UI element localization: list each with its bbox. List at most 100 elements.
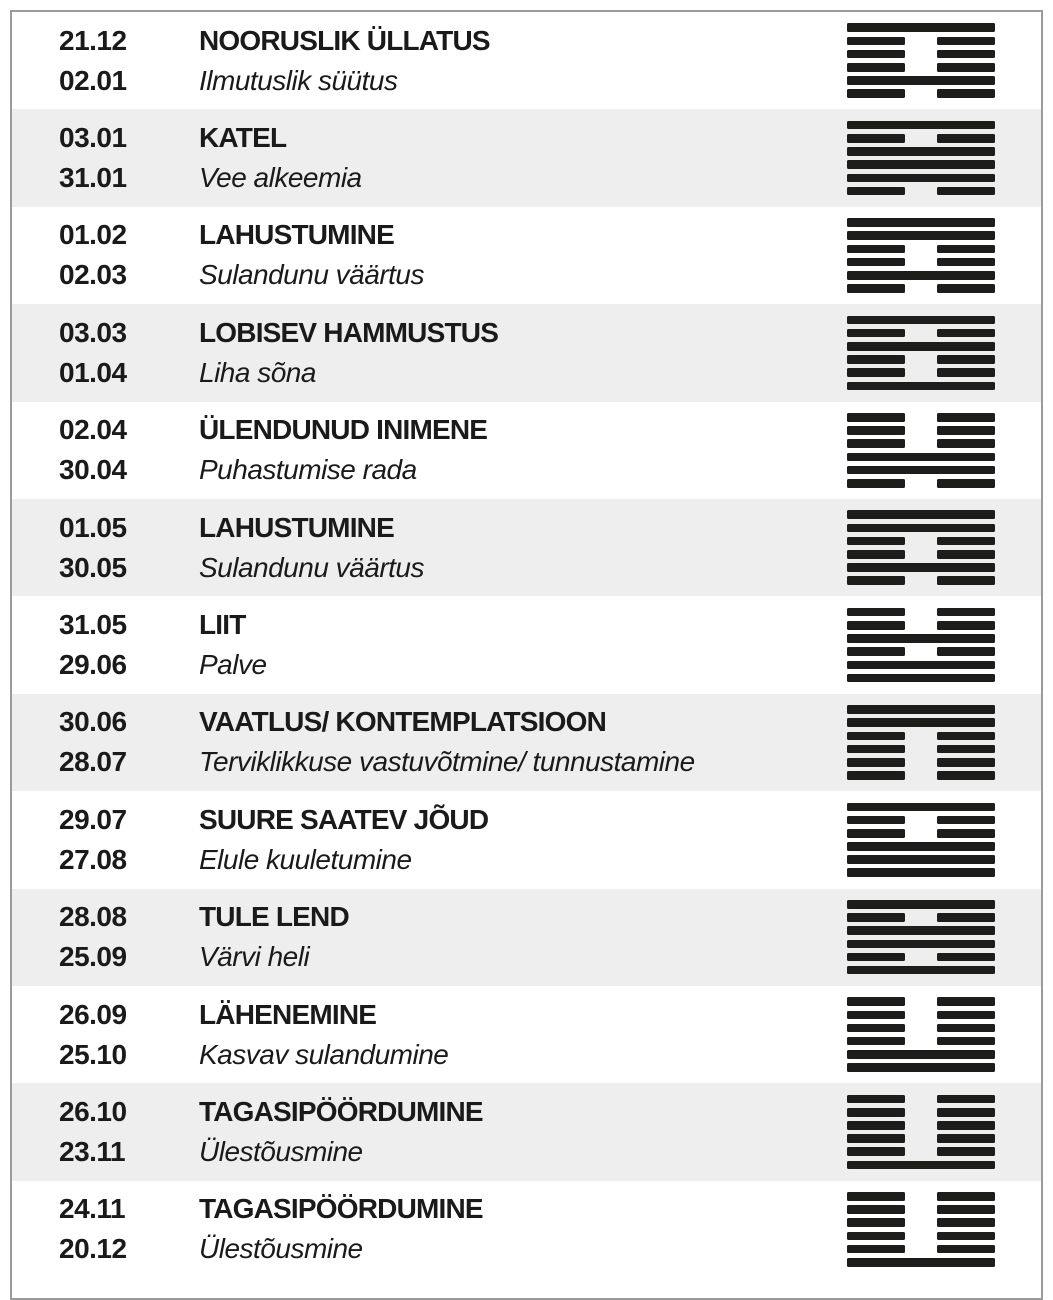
- hexagram-line-broken: [847, 244, 995, 254]
- hexagram-line-segment: [937, 412, 995, 422]
- hexagram-line-segment: [847, 478, 905, 488]
- gate-text: VAATLUS/ KONTEMPLATSIOON Terviklikkuse v…: [199, 702, 847, 782]
- date-start: 01.05: [59, 511, 127, 543]
- gate-title: LÄHENEMINE: [199, 998, 377, 1030]
- date-range: 24.11 20.12: [59, 1189, 199, 1269]
- hexagram-line-segment: [937, 952, 995, 962]
- date-end: 30.05: [59, 551, 127, 583]
- date-end: 25.09: [59, 941, 127, 973]
- gate-title: LOBISEV HAMMUSTUS: [199, 316, 499, 348]
- date-end: 29.06: [59, 649, 127, 681]
- hexagram-line-solid: [847, 120, 995, 130]
- gate-text: ÜLENDUNUD INIMENE Puhastumise rada: [199, 410, 847, 490]
- hexagram-line-segment: [847, 62, 905, 72]
- hexagram-59-dispersion-icon: [847, 510, 995, 585]
- date-start: 03.03: [59, 316, 127, 348]
- hexagram-line-segment: [937, 284, 995, 293]
- hexagram-line-segment: [937, 328, 995, 338]
- hexagram-line-segment: [847, 412, 905, 422]
- hexagram-line-segment: [937, 186, 995, 196]
- hexagram-59-dispersion-icon: [847, 218, 995, 293]
- hexagram-line-solid: [847, 660, 995, 670]
- hexagram-line-segment: [937, 1218, 995, 1228]
- hexagram-line-segment: [847, 368, 905, 377]
- hexagram-line-broken: [847, 1107, 995, 1117]
- hexagram-line-segment: [847, 607, 905, 617]
- hexagram-line-segment: [847, 1010, 905, 1020]
- gate-subtitle: Palve: [199, 649, 267, 681]
- gate-title: KATEL: [199, 122, 287, 154]
- date-start: 21.12: [59, 24, 127, 56]
- date-range: 26.09 25.10: [59, 995, 199, 1075]
- hexagram-line-broken: [847, 355, 995, 364]
- gate-title: LAHUSTUMINE: [199, 511, 395, 543]
- hexagram-line-segment: [937, 36, 995, 46]
- table-row: 30.06 28.07 VAATLUS/ KONTEMPLATSIOON Ter…: [12, 693, 1041, 792]
- hexagram-line-segment: [847, 439, 905, 448]
- hexagram-line-broken: [847, 1244, 995, 1254]
- hexagram-line-segment: [937, 1094, 995, 1104]
- date-start: 24.11: [59, 1193, 126, 1225]
- hexagram-line-solid: [847, 965, 995, 975]
- hexagram-line-segment: [847, 284, 905, 293]
- hexagram-line-segment: [847, 89, 905, 98]
- hexagram-line-broken: [847, 1134, 995, 1143]
- date-range: 03.03 01.04: [59, 313, 199, 393]
- hexagram-line-broken: [847, 952, 995, 962]
- hexagram-line-segment: [937, 744, 995, 754]
- date-end: 27.08: [59, 843, 127, 875]
- hexagram-line-segment: [937, 1231, 995, 1241]
- gate-subtitle: Liha sõna: [199, 356, 316, 388]
- hexagram-line-solid: [847, 381, 995, 391]
- hexagram-line-segment: [847, 771, 905, 780]
- hexagram-26-great-taming-icon: [847, 802, 995, 878]
- hexagram-line-segment: [937, 757, 995, 767]
- hexagram-line-segment: [847, 1121, 905, 1130]
- hexagram-21-biting-through-icon: [847, 315, 995, 391]
- hexagram-30-clinging-fire-icon: [847, 899, 995, 975]
- hexagram-line-segment: [847, 36, 905, 46]
- hexagram-line-segment: [847, 647, 905, 656]
- hexagram-line-segment: [847, 1147, 905, 1157]
- date-range: 31.05 29.06: [59, 605, 199, 685]
- hexagram-line-broken: [847, 89, 995, 98]
- date-range: 02.04 30.04: [59, 410, 199, 490]
- hexagram-line-solid: [847, 1050, 995, 1059]
- hexagram-line-solid: [847, 23, 995, 33]
- hexagram-line-segment: [937, 134, 995, 143]
- gate-text: NOORUSLIK ÜLLATUS Ilmutuslik süütus: [199, 21, 847, 101]
- hexagram-line-solid: [847, 705, 995, 714]
- gate-title: SUURE SAATEV JÕUD: [199, 803, 489, 835]
- hexagram-line-segment: [937, 647, 995, 656]
- date-start: 26.09: [59, 998, 127, 1030]
- hexagram-line-segment: [847, 744, 905, 754]
- hexagram-line-segment: [937, 89, 995, 98]
- hexagram-line-segment: [847, 186, 905, 196]
- gate-title: LAHUSTUMINE: [199, 219, 395, 251]
- hexagram-line-segment: [847, 620, 905, 630]
- hexagram-line-broken: [847, 620, 995, 630]
- hexagram-line-solid: [847, 341, 995, 351]
- hexagram-line-broken: [847, 1231, 995, 1241]
- hexagram-line-segment: [847, 828, 905, 838]
- hexagram-line-segment: [847, 952, 905, 962]
- hexagram-line-broken: [847, 815, 995, 825]
- table-row: 31.05 29.06 LIIT Palve: [12, 596, 1041, 694]
- hexagram-line-segment: [937, 1147, 995, 1157]
- hexagram-line-solid: [847, 868, 995, 878]
- date-range: 01.05 30.05: [59, 508, 199, 588]
- date-range: 28.08 25.09: [59, 897, 199, 977]
- hexagram-line-solid: [847, 842, 995, 851]
- hexagram-line-solid: [847, 926, 995, 935]
- table-row: 02.04 30.04 ÜLENDUNUD INIMENE Puhastumis…: [12, 401, 1041, 499]
- table-row: 24.11 20.12 TAGASIPÖÖRDUMINE Ülestõusmin…: [12, 1180, 1041, 1279]
- gate-subtitle: Kasvav sulandumine: [199, 1038, 449, 1070]
- hexagram-line-solid: [847, 563, 995, 572]
- hexagram-line-broken: [847, 744, 995, 754]
- gate-subtitle: Puhastumise rada: [199, 454, 417, 486]
- hexagram-line-segment: [847, 49, 905, 59]
- gate-title: VAATLUS/ KONTEMPLATSIOON: [199, 706, 607, 738]
- hexagram-line-broken: [847, 478, 995, 488]
- hexagram-line-solid: [847, 173, 995, 183]
- date-start: 02.04: [59, 414, 127, 446]
